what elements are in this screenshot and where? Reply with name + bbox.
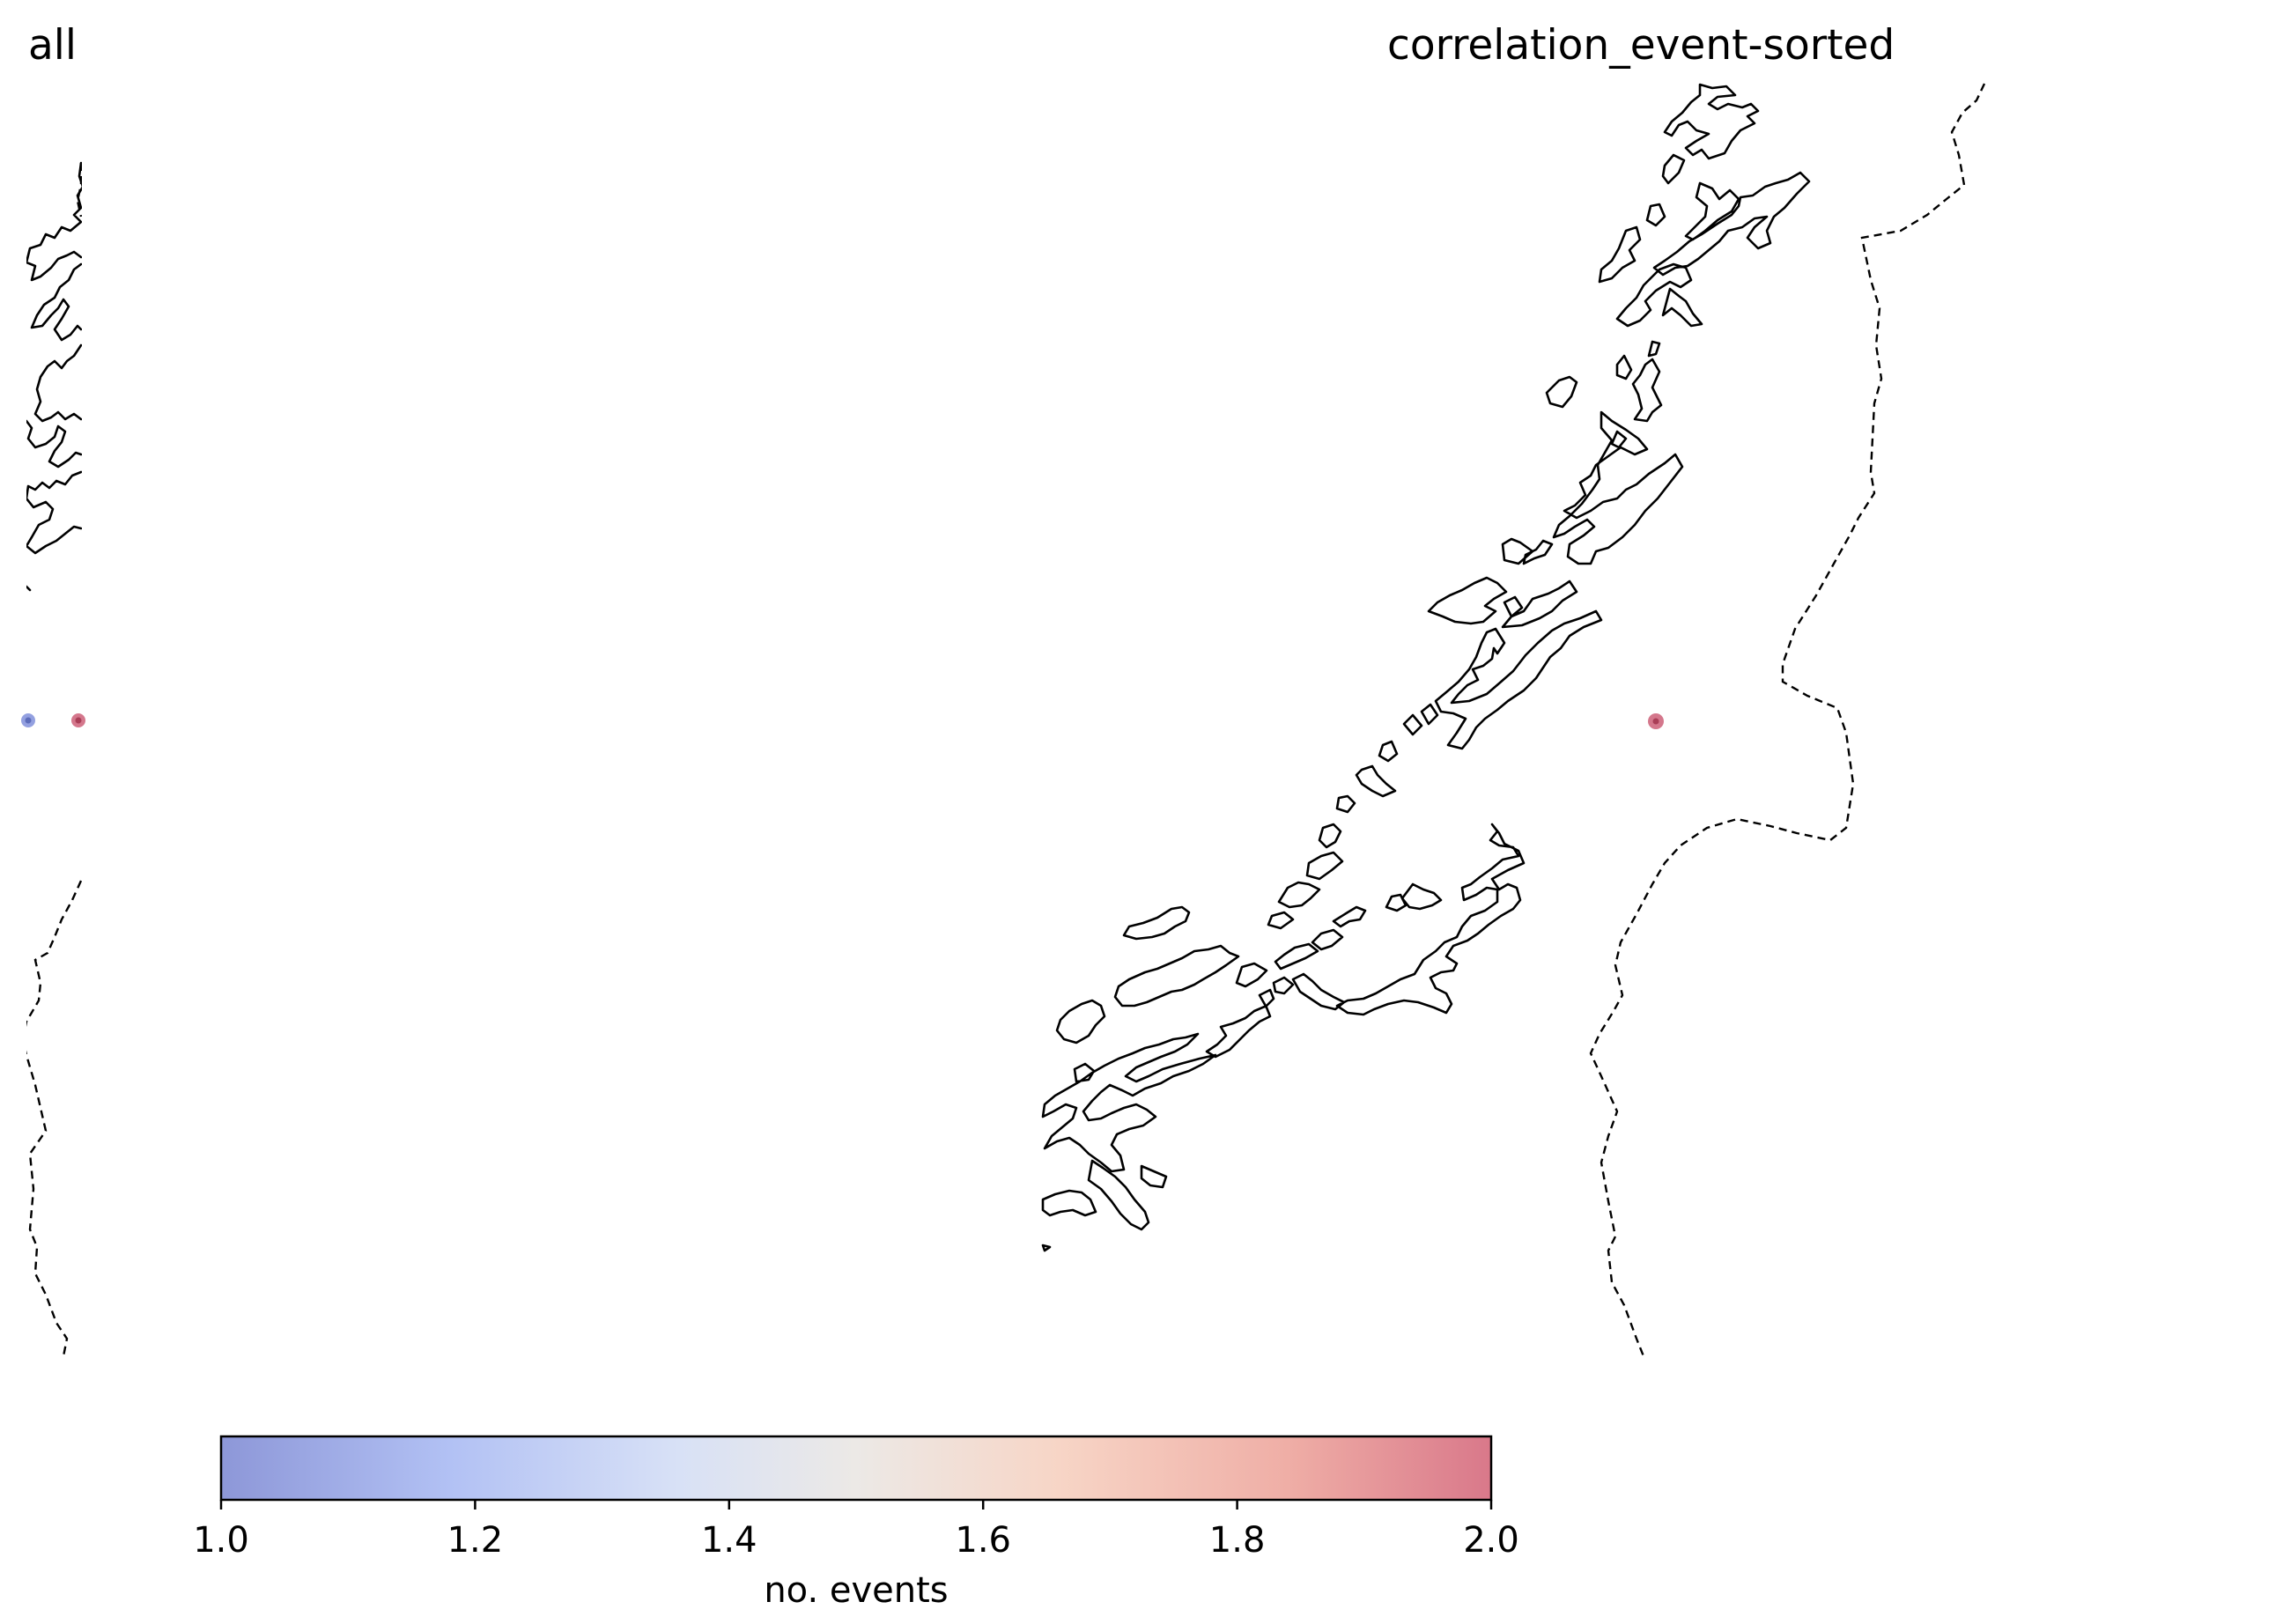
map-correlation [1041,83,1986,1357]
border-all-upper [76,163,82,218]
coastline-central [1267,410,1684,930]
coastline-south [1041,905,1275,1252]
map-all [26,161,82,1357]
colorbar-gradient [219,1435,1493,1502]
event-point [75,717,82,724]
colorbar-tick-label: 1.0 [193,1520,249,1561]
panel-all-title: all [28,21,77,70]
coastline-north [1545,83,1811,423]
colorbar-tick-label: 1.4 [701,1520,757,1561]
colorbar-tick-label: 1.2 [447,1520,504,1561]
event-point [25,717,32,724]
colorbar-tick-label: 2.0 [1463,1520,1519,1561]
panel-correlation-event-sorted: correlation_event-sorted [1041,21,1986,1357]
coastline-all [26,161,82,555]
event-points-correlation [1648,713,1664,729]
colorbar-tick-label: 1.8 [1209,1520,1266,1561]
colorbar-tick-label: 1.6 [955,1520,1011,1561]
coast-all-fragment [26,585,32,592]
event-point [1652,718,1659,725]
colorbar: 1.0 1.2 1.4 1.6 1.8 2.0 no. events [193,1435,1519,1611]
border-correlation [1589,83,1986,1357]
coastline-fjords [1272,823,1526,1016]
colorbar-ticks: 1.0 1.2 1.4 1.6 1.8 2.0 [193,1500,1519,1561]
panel-all: all [21,21,85,1357]
panel-correlation-title: correlation_event-sorted [1387,21,1895,70]
event-points-all [21,713,85,727]
border-all-lower [26,880,82,1357]
colorbar-label: no. events [764,1570,948,1611]
